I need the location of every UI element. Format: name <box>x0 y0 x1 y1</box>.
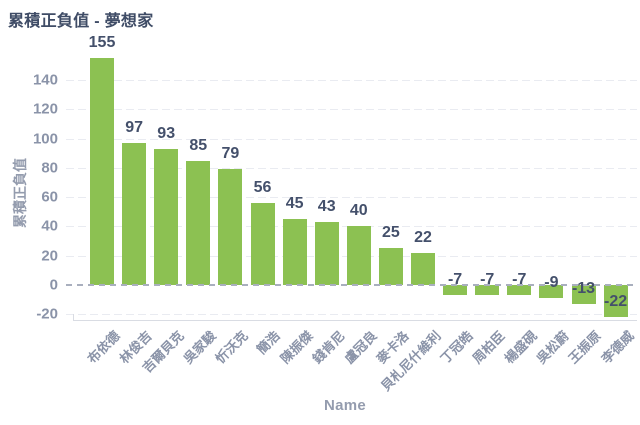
bar-value-label: 85 <box>189 136 208 154</box>
y-axis-tick-label: 80 <box>41 159 58 177</box>
x-category-label: 陳振傑 <box>277 328 316 367</box>
bar-value-label: 22 <box>414 228 432 246</box>
bar-value-label: -13 <box>571 280 596 298</box>
x-category-label: 盧冠良 <box>341 328 380 367</box>
bar[interactable] <box>378 248 403 285</box>
gridline <box>66 167 637 169</box>
bar-value-label: 56 <box>253 179 272 197</box>
bar-value-label: -7 <box>447 271 463 289</box>
bar[interactable] <box>411 252 435 285</box>
bar-value-label: -9 <box>544 274 559 292</box>
x-category-label: 李德威 <box>598 328 637 367</box>
x-category-label: 吳松蔚 <box>533 328 573 367</box>
y-axis-tick-label: 40 <box>41 217 58 235</box>
gridline <box>66 138 637 140</box>
x-category-label: 周柏臣 <box>469 328 508 367</box>
bar[interactable] <box>539 285 564 299</box>
y-axis-tick-label: 0 <box>49 276 58 294</box>
gridline <box>66 314 637 316</box>
y-axis-tick-label: 140 <box>32 71 58 89</box>
bar-value-label: -7 <box>480 271 495 289</box>
bar[interactable] <box>571 285 596 305</box>
bar[interactable] <box>218 169 243 285</box>
x-category-label: 忻沃克 <box>212 328 252 367</box>
bar[interactable] <box>314 222 339 285</box>
gridline <box>66 197 637 199</box>
y-axis-tick-label: -20 <box>36 305 58 323</box>
y-axis-tick-label: 20 <box>41 247 58 265</box>
bar[interactable] <box>346 226 371 285</box>
x-category-label: 吳家駿 <box>180 328 220 367</box>
bar-value-label: 93 <box>157 124 176 142</box>
x-category-label: 布依德 <box>84 328 123 367</box>
bar[interactable] <box>282 219 307 285</box>
zero-gridline <box>66 284 637 286</box>
bar-value-label: 97 <box>125 118 143 136</box>
bar[interactable] <box>154 148 179 285</box>
bar[interactable] <box>250 203 275 285</box>
bar-value-label: 25 <box>381 224 400 242</box>
bar[interactable] <box>186 160 211 285</box>
y-axis-tick-label: 60 <box>41 188 58 206</box>
y-axis-tick-label: 100 <box>32 130 58 148</box>
bar-value-label: 79 <box>221 145 240 163</box>
x-category-label: 楊盛硯 <box>501 328 541 367</box>
bar-value-label: -7 <box>512 271 527 289</box>
bar-value-label: 45 <box>285 195 304 213</box>
y-axis-tick-label: 120 <box>32 100 58 118</box>
x-category-label: 錢肯尼 <box>309 328 348 367</box>
gridline <box>66 80 637 82</box>
bar[interactable] <box>443 285 468 296</box>
x-axis-title: Name <box>323 397 367 414</box>
bar-value-label: -22 <box>604 293 628 311</box>
bar[interactable] <box>507 285 532 296</box>
y-axis-corner-tick <box>73 314 74 320</box>
bar[interactable] <box>90 58 114 285</box>
bar-value-label: 40 <box>349 202 368 220</box>
x-category-label: 丁冠皓 <box>437 328 476 367</box>
bar-value-label: 43 <box>317 198 336 216</box>
chart-title: 累積正負值 - 夢想家 <box>8 13 154 30</box>
x-axis-line <box>73 320 637 321</box>
bar[interactable] <box>122 142 147 285</box>
gridline <box>66 109 637 111</box>
bar-value-label: 155 <box>88 34 116 52</box>
x-category-label: 王振原 <box>566 328 605 367</box>
bar[interactable] <box>475 285 500 296</box>
bar[interactable] <box>603 285 628 318</box>
